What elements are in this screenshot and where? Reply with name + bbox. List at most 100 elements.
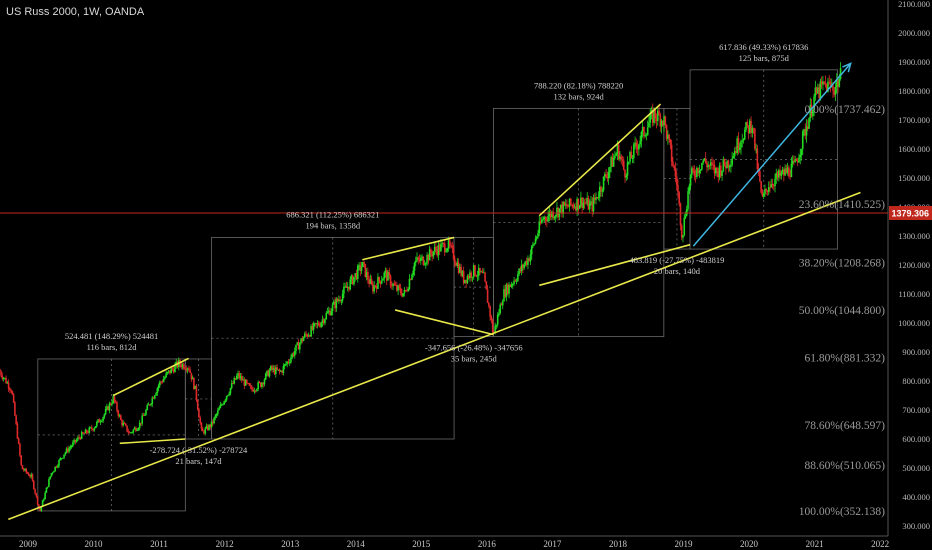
candle-body xyxy=(19,443,21,456)
candle-body xyxy=(412,270,415,275)
candle-body xyxy=(832,85,834,91)
candle-body xyxy=(404,290,407,291)
candle-body xyxy=(818,87,820,99)
price-badge-label: 1379.306 xyxy=(891,209,929,219)
candle-body xyxy=(122,422,125,426)
candle-body xyxy=(103,414,106,418)
candle-body xyxy=(367,271,369,280)
candle-body xyxy=(765,189,767,191)
candle-body xyxy=(735,151,737,153)
candle-body xyxy=(751,127,754,133)
candle-body xyxy=(668,134,670,140)
candle-body xyxy=(663,116,665,126)
candle-body xyxy=(27,473,30,476)
candle-body xyxy=(707,165,710,168)
candle-body xyxy=(704,158,707,163)
candle-body xyxy=(756,148,759,170)
candle-body xyxy=(162,378,165,383)
candle-body xyxy=(680,225,683,238)
candle-body xyxy=(256,389,258,391)
candle-body xyxy=(193,377,195,390)
candle-body xyxy=(693,170,696,176)
candle-body xyxy=(142,415,145,417)
candle-body xyxy=(728,165,731,168)
candle-body xyxy=(190,372,193,380)
candle-body xyxy=(411,274,413,280)
candle-body xyxy=(648,122,650,128)
y-tick-label: 700.000 xyxy=(902,405,930,415)
trendline xyxy=(394,309,494,336)
candle-body xyxy=(384,270,387,273)
candle-body xyxy=(793,160,795,162)
candle-body xyxy=(97,419,99,422)
candle-body xyxy=(290,357,292,363)
measure-sublabel: 116 bars, 812d xyxy=(87,342,138,352)
candle-body xyxy=(369,279,372,284)
candle-body xyxy=(605,174,607,177)
candle-body xyxy=(330,311,333,316)
candle-body xyxy=(812,110,814,117)
x-tick-label: 2019 xyxy=(675,539,694,549)
candle-body xyxy=(766,190,769,192)
candle-body xyxy=(157,385,160,389)
y-tick-label: 2100.000 xyxy=(898,0,930,9)
candle-body xyxy=(7,382,10,389)
candle-body xyxy=(48,479,50,487)
candle-body xyxy=(204,428,207,434)
candle-body xyxy=(99,421,102,423)
candle-body xyxy=(373,285,375,292)
candle-body xyxy=(815,87,818,94)
candle-body xyxy=(6,382,9,384)
candle-body xyxy=(240,376,243,381)
candle-body xyxy=(113,396,116,402)
candle-body xyxy=(655,118,658,121)
candle-body xyxy=(432,251,435,257)
candle-body xyxy=(564,204,567,206)
candle-body xyxy=(510,284,513,287)
candle-body xyxy=(5,377,7,384)
candle-body xyxy=(223,401,225,405)
y-tick-label: 1000.000 xyxy=(898,318,930,328)
candle-body xyxy=(94,426,97,429)
candle-body xyxy=(644,135,646,137)
candle-body xyxy=(364,263,367,277)
candle-body xyxy=(339,299,341,301)
candle-body xyxy=(529,254,532,262)
x-tick-label: 2021 xyxy=(806,539,824,549)
candle-body xyxy=(577,198,580,209)
candle-body xyxy=(761,192,764,197)
candle-body xyxy=(520,264,523,272)
y-tick-label: 300.000 xyxy=(902,521,930,531)
candle-body xyxy=(708,165,711,166)
candle-body xyxy=(291,353,294,358)
candle-body xyxy=(225,396,228,400)
candle-body xyxy=(607,172,610,179)
candle-body xyxy=(523,264,525,269)
candle-body xyxy=(827,81,829,92)
candle-body xyxy=(810,104,813,117)
candle-body xyxy=(479,267,481,273)
candle-body xyxy=(636,146,639,150)
candle-body xyxy=(262,382,265,385)
y-tick-label: 1200.000 xyxy=(898,260,930,270)
candle-body xyxy=(117,410,120,416)
candle-body xyxy=(500,304,503,306)
measure-sublabel: 35 bars, 245d xyxy=(451,354,498,364)
candle-body xyxy=(776,173,779,178)
candle-body xyxy=(185,369,188,371)
candle-body xyxy=(825,83,828,92)
candle-body xyxy=(781,169,784,173)
candle-body xyxy=(430,249,432,254)
candle-body xyxy=(329,310,331,316)
candle-body xyxy=(237,373,239,376)
candle-body xyxy=(709,162,712,166)
candle-body xyxy=(544,217,547,220)
candle-body xyxy=(258,382,261,383)
candle-body xyxy=(151,397,154,404)
candle-body xyxy=(798,157,800,163)
candle-body xyxy=(396,285,398,291)
candle-body xyxy=(189,369,191,373)
candle-body xyxy=(598,186,601,197)
candle-body xyxy=(581,197,583,208)
